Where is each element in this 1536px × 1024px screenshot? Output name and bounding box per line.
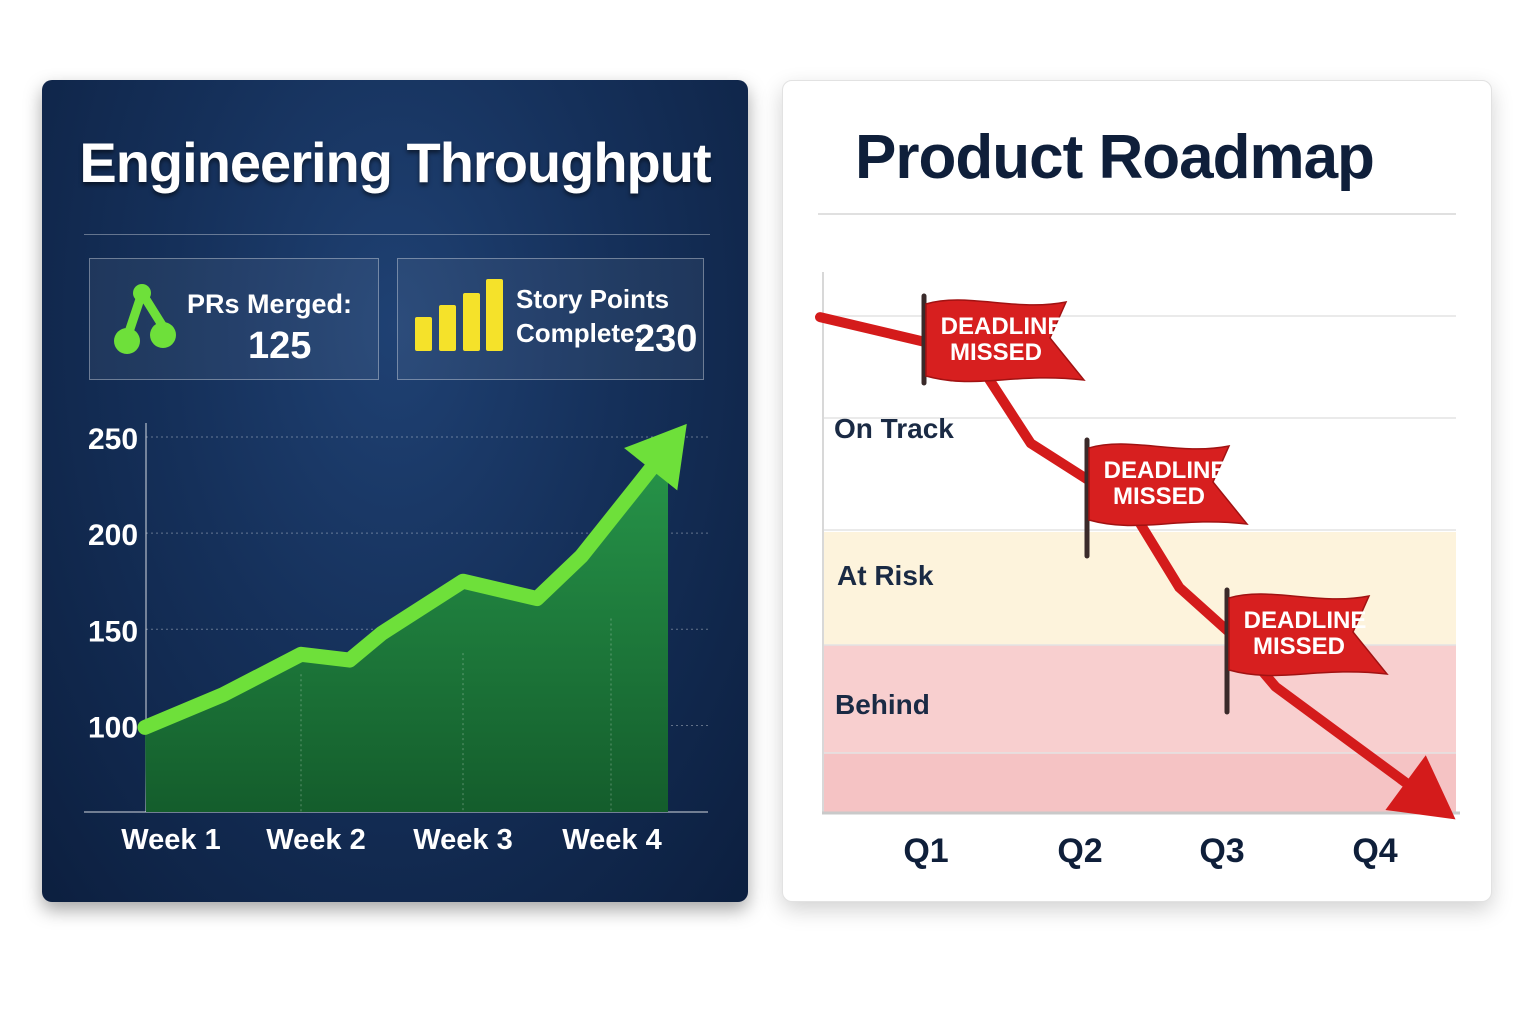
quarter-label: Q2	[1057, 832, 1102, 870]
band-behind-deep	[824, 753, 1456, 813]
flag-label-line2: MISSED	[950, 339, 1042, 366]
flag-label-line1: DEADLINE	[1104, 457, 1227, 484]
roadmap-title: Product Roadmap	[855, 123, 1375, 192]
quarter-label: Q3	[1199, 832, 1244, 870]
flag-label-line1: DEADLINE	[1244, 607, 1367, 634]
x-tick-label: Week 3	[413, 824, 512, 856]
flag-cloth	[925, 299, 1086, 383]
flag-cloth	[1228, 593, 1389, 677]
prs-merged-value: 125	[248, 325, 312, 367]
throughput-area	[145, 447, 668, 812]
kpi-prs-merged: PRs Merged: 125	[89, 258, 379, 380]
band-label: At Risk	[837, 560, 934, 591]
quarter-label: Q1	[903, 832, 948, 870]
kpi-story-points: Story Points Complete: 230	[397, 258, 704, 380]
flag-label-line1: DEADLINE	[941, 313, 1064, 340]
y-tick-label: 100	[88, 711, 138, 744]
throughput-arrowhead	[624, 423, 687, 491]
flag-label-line2: MISSED	[1113, 483, 1205, 510]
engineering-divider	[84, 234, 710, 235]
x-tick-label: Week 2	[266, 824, 365, 856]
band-label: Behind	[835, 689, 930, 720]
bar-chart-icon	[415, 279, 503, 351]
roadmap-arrowhead	[1385, 755, 1456, 820]
story-points-label-line1: Story Points	[516, 284, 670, 314]
git-merge-icon	[114, 284, 176, 354]
x-tick-label: Week 4	[562, 824, 661, 856]
story-points-label-line2: Complete:	[516, 318, 644, 348]
x-tick-label: Week 1	[121, 824, 220, 856]
band-label: On Track	[834, 413, 954, 444]
flag-label-line2: MISSED	[1253, 633, 1345, 660]
story-points-value: 230	[634, 318, 698, 360]
flag-cloth	[1088, 443, 1249, 527]
prs-merged-label: PRs Merged:	[187, 289, 353, 319]
roadmap-divider	[818, 213, 1456, 215]
y-tick-label: 150	[88, 615, 138, 648]
y-tick-label: 200	[88, 519, 138, 552]
y-tick-label: 250	[88, 423, 138, 456]
quarter-label: Q4	[1352, 832, 1397, 870]
engineering-title: Engineering Throughput	[79, 131, 711, 194]
